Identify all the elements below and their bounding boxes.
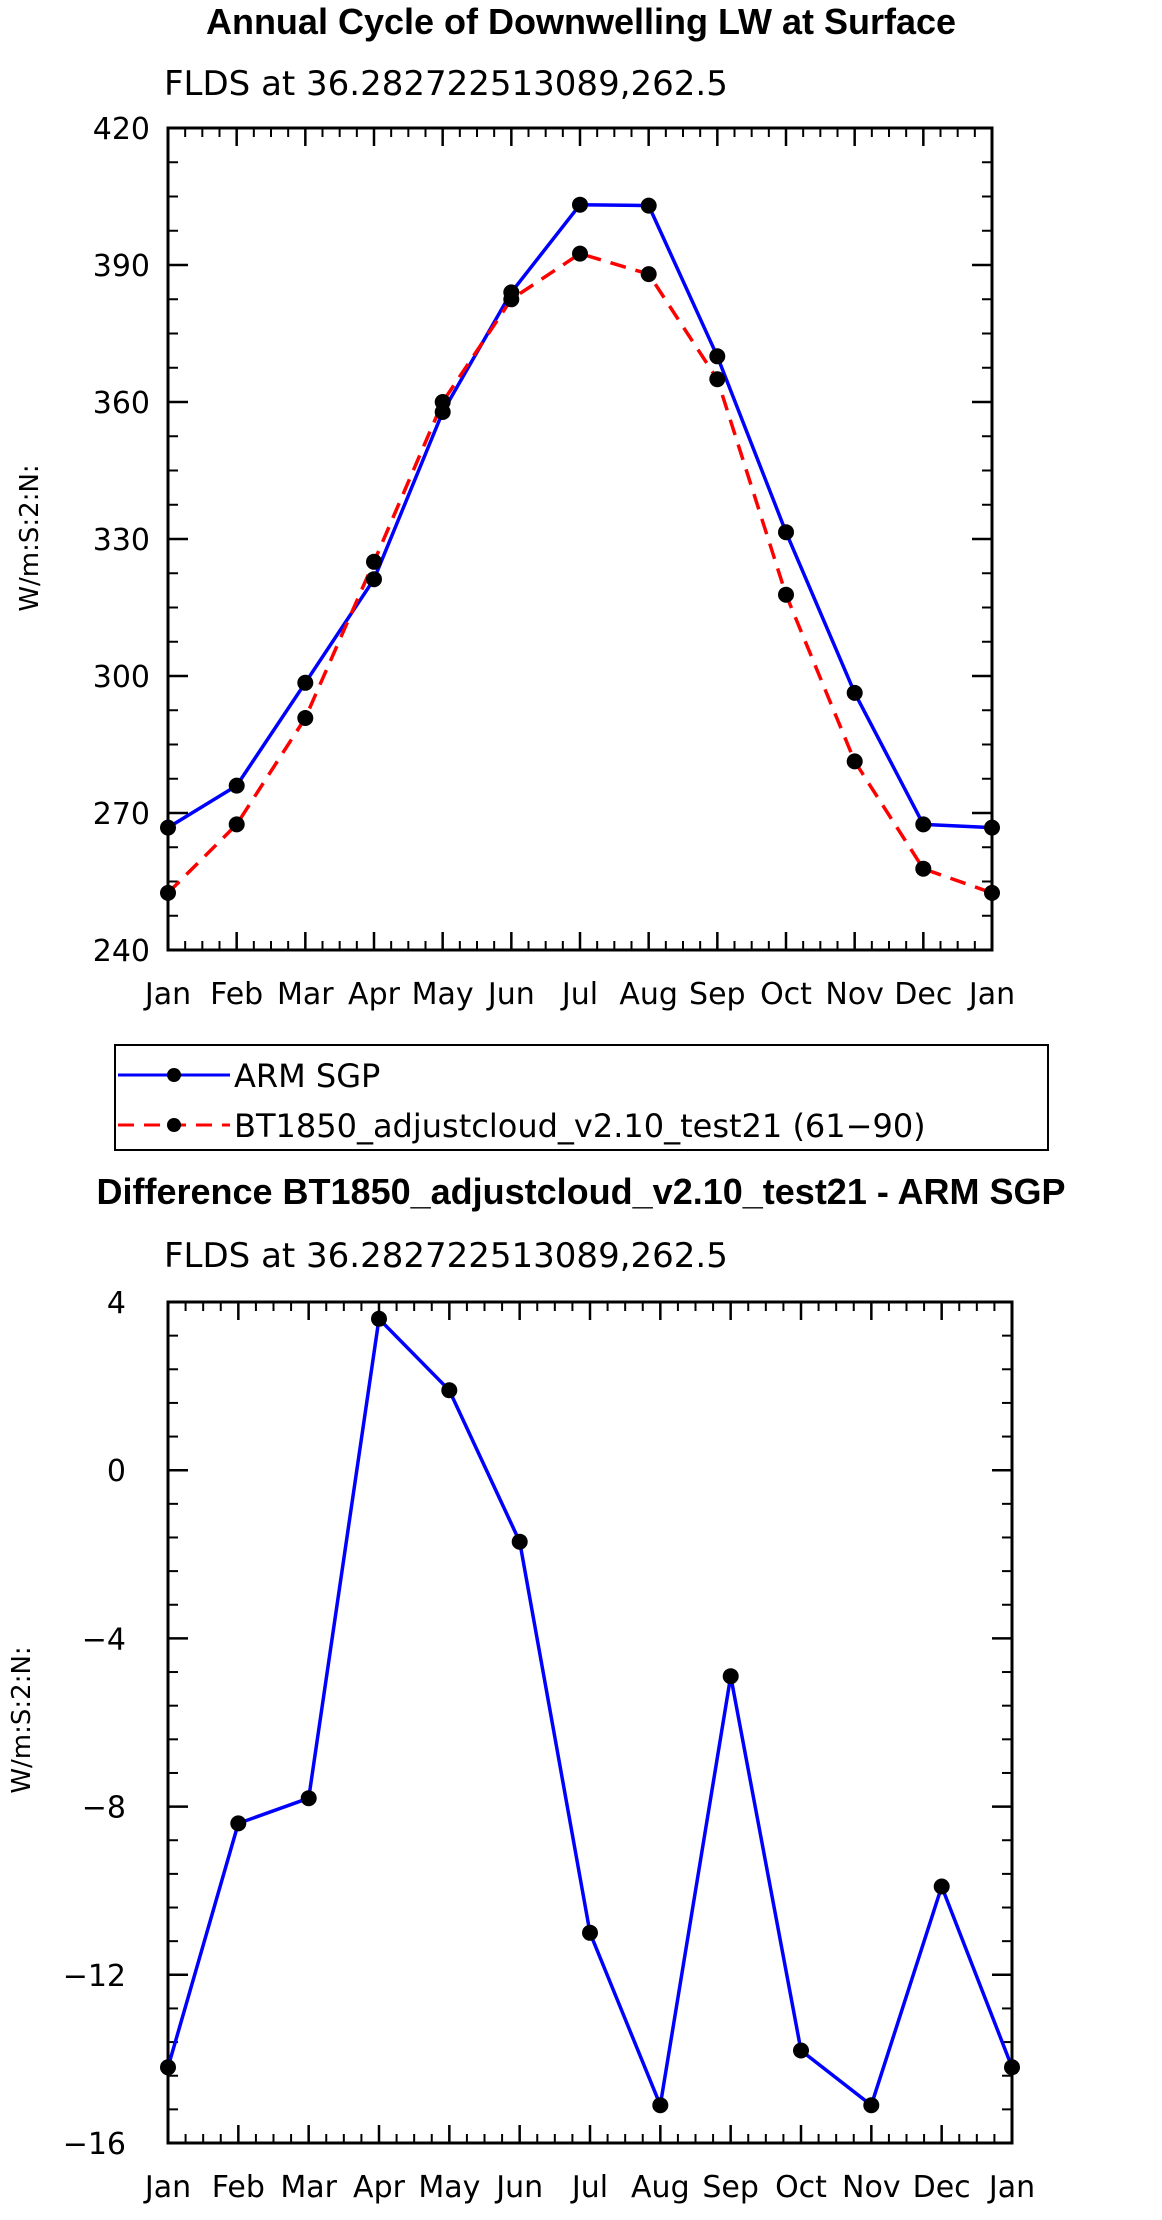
legend-entry-bt1850: BT1850_adjustcloud_v2.10_test21 (61−90) [118,1107,926,1145]
x-tick-label: Jul [570,2170,608,2205]
data-point-series-1 [511,1533,528,1550]
panel-1-title: Annual Cycle of Downwelling LW at Surfac… [206,1,956,42]
data-point-series-2 [297,710,314,726]
x-tick-label: Dec [894,977,952,1012]
panel-2-plot-area: Jan Feb Mar Apr May Jun Jul Aug Sep Oct Nov Dec Jan−… [63,1286,1035,2205]
data-point-series-1 [709,348,726,365]
x-tick-label: Mar [280,2170,337,2205]
x-tick-label: Jun [494,2170,543,2205]
data-point-series-1 [441,1382,458,1399]
data-point-series-1 [582,1924,598,1941]
data-point-series-2 [915,860,932,877]
y-tick-label: 330 [93,523,150,558]
data-point-series-1 [640,197,657,214]
panel-2-y-axis-label: W/m:S:2:N: [7,1646,37,1793]
legend-label-bt1850: BT1850_adjustcloud_v2.10_test21 (61−90) [234,1107,926,1145]
data-point-series-1 [915,816,932,833]
x-tick-label: May [418,2170,480,2205]
data-point-series-1 [722,1668,739,1685]
x-tick-label: Feb [212,2170,265,2205]
series-line-2 [166,251,993,895]
x-tick-label: Aug [631,2170,690,2205]
x-tick-label: Apr [353,2170,406,2205]
y-tick-label: −4 [82,1622,126,1657]
x-tick-label: Sep [702,2170,759,2205]
y-tick-label: −8 [82,1791,126,1826]
y-tick-label: −12 [63,1959,126,1994]
legend: ARM SGP BT1850_adjustcloud_v2.10_test21 … [114,1044,1049,1151]
data-point-series-1 [160,2059,176,2076]
data-point-series-1 [366,571,382,588]
x-tick-label: Oct [775,2170,827,2205]
data-point-series-1 [863,2097,880,2114]
data-point-series-2 [434,394,451,410]
x-tick-label: Jan [143,977,191,1012]
x-tick-label: May [412,977,474,1012]
data-point-series-2 [709,371,726,388]
data-point-series-1 [297,674,314,691]
data-point-series-2 [366,553,382,570]
x-tick-label: Apr [348,977,401,1012]
plot-frame [166,1300,1014,2145]
data-point-series-1 [160,819,176,836]
x-tick-label: Sep [689,977,746,1012]
x-tick-label: Nov [842,2170,901,2205]
x-tick-label: Mar [277,977,334,1012]
y-tick-label: 420 [93,112,150,147]
x-tick-label: Jan [987,2170,1035,2205]
panel-1-y-axis-label: W/m:S:2:N: [15,464,45,611]
data-point-series-1 [572,196,588,213]
data-point-series-2 [572,245,588,262]
series-line-1 [166,1317,1014,2107]
y-tick-label: −16 [63,2127,126,2162]
data-point-series-1 [230,1815,247,1832]
panel-1-plot-area: Jan Feb Mar Apr May Jun Jul Aug Sep Oct Nov Dec Jan 2… [93,112,1015,1012]
panel-annual-cycle: Annual Cycle of Downwelling LW at Surfac… [15,1,1049,1151]
y-tick-label: 390 [93,249,150,284]
legend-frame [114,1044,1049,1151]
data-point-series-1 [652,2097,669,2114]
y-tick-label: 300 [93,660,150,695]
x-tick-label: Feb [210,977,263,1012]
x-tick-label: Jun [486,977,535,1012]
x-tick-label: Jan [967,977,1015,1012]
panel-2-subtitle: FLDS at 36.282722513089,262.5 [164,1236,728,1276]
data-point-series-1 [984,819,1000,836]
series-line-1 [167,202,993,830]
data-point-series-1 [778,524,794,541]
x-tick-label: Jan [143,2170,191,2205]
x-tick-label: Aug [619,977,678,1012]
legend-entry-arm-sgp: ARM SGP [118,1057,380,1095]
data-point-series-2 [160,884,176,901]
panel-1-subtitle: FLDS at 36.282722513089,262.5 [164,64,728,104]
data-point-series-1 [933,1878,950,1895]
y-tick-label: 240 [93,934,150,969]
data-point-series-2 [640,266,657,283]
panel-2-title: Difference BT1850_adjustcloud_v2.10_test… [96,1171,1065,1212]
panel-difference: Difference BT1850_adjustcloud_v2.10_test… [7,1171,1066,2205]
data-point-series-1 [300,1790,317,1807]
x-tick-label: Nov [825,977,884,1012]
y-tick-label: 4 [107,1286,126,1321]
legend-marker-bt1850 [167,1118,181,1132]
legend-marker-arm-sgp [167,1068,181,1082]
x-tick-label: Jul [560,977,598,1012]
data-point-series-2 [778,586,794,603]
y-tick-label: 360 [93,386,150,421]
x-tick-label: Oct [760,977,812,1012]
y-tick-label: 270 [93,797,150,832]
data-point-series-1 [228,777,245,794]
data-point-series-1 [371,1310,387,1327]
legend-label-arm-sgp: ARM SGP [234,1057,380,1095]
data-point-series-1 [793,2042,809,2059]
data-point-series-2 [503,291,520,308]
data-point-series-2 [846,753,863,770]
data-point-series-1 [1004,2059,1020,2076]
data-point-series-1 [846,684,863,701]
y-tick-label: 0 [107,1454,126,1489]
data-point-series-2 [228,816,245,833]
data-point-series-2 [984,884,1000,901]
x-tick-label: Dec [913,2170,971,2205]
